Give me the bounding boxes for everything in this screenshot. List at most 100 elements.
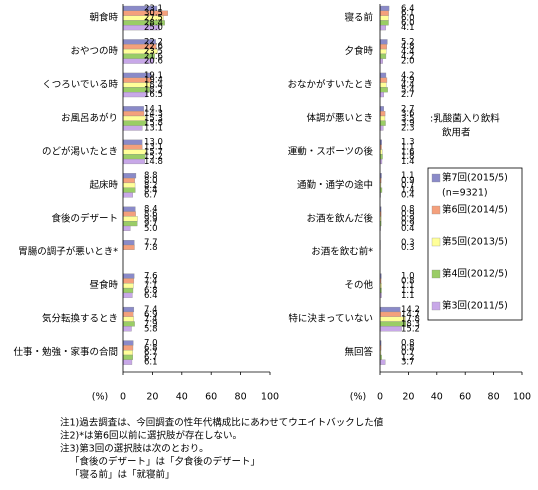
bar <box>379 44 387 50</box>
category-label: 気分転換するとき <box>42 313 118 325</box>
value-label: 7.9 <box>144 319 158 329</box>
legend-swatch <box>431 301 441 311</box>
bar <box>379 115 386 121</box>
value-label: 15.2 <box>401 324 420 334</box>
value-label: 2.3 <box>401 124 415 134</box>
value-label: 5.8 <box>144 324 158 334</box>
bar <box>122 287 134 294</box>
value-label: 3.6 <box>401 109 415 119</box>
value-label: 0.7 <box>401 181 415 191</box>
value-label: 28.4 <box>144 18 163 28</box>
value-label: 0.8 <box>401 343 415 353</box>
bar <box>122 306 135 313</box>
value-label: 6.9 <box>144 310 158 320</box>
value-label: 6.8 <box>144 343 158 353</box>
bar <box>122 154 146 160</box>
value-label: 6.7 <box>144 190 158 200</box>
value-label: 1.1 <box>401 143 415 153</box>
bar <box>122 350 133 356</box>
value-label: 1.6 <box>401 147 415 157</box>
value-label: 4.2 <box>401 52 415 62</box>
legend-title: 飲用者 <box>442 127 471 139</box>
value-label: 3.5 <box>401 114 415 124</box>
note: 注2)*は第6回以前に選択肢が存在しない。 <box>60 430 242 442</box>
bar <box>122 149 147 155</box>
legend-label: 第5回(2013/5) <box>442 236 508 248</box>
value-label: 15.8 <box>144 119 163 129</box>
value-label: 1.4 <box>401 157 415 167</box>
value-label: 7.4 <box>144 276 158 286</box>
bar <box>122 340 134 346</box>
bar <box>122 192 133 198</box>
x-tick-label: 20 <box>402 392 414 403</box>
value-label: 5.0 <box>144 224 158 234</box>
bar <box>379 87 388 93</box>
value-label: 18.4 <box>144 80 163 90</box>
value-label: 25.0 <box>144 23 163 33</box>
category-label: おなかがすいたとき <box>287 78 373 90</box>
legend-swatch <box>431 205 441 215</box>
bar <box>379 111 386 117</box>
category-label: お風呂あがり <box>61 112 118 124</box>
value-label: 6.1 <box>401 9 415 19</box>
value-label: 4.9 <box>401 76 415 86</box>
bar <box>122 125 143 131</box>
bar <box>122 311 134 317</box>
x-tick-label: 60 <box>459 392 471 403</box>
value-label: 1.8 <box>401 152 415 162</box>
value-label: 0.4 <box>401 224 415 234</box>
category-label: 胃腸の調子が悪いとき* <box>18 246 118 258</box>
value-label: 0.3 <box>401 243 415 253</box>
value-label: 1.1 <box>401 171 415 181</box>
bar <box>122 221 138 227</box>
category-label: お酒を飲む前* <box>311 246 373 258</box>
bar <box>379 58 383 64</box>
value-label: 15.2 <box>144 152 163 162</box>
value-label: 6.4 <box>401 4 415 14</box>
value-label: 18.3 <box>401 319 420 329</box>
value-label: 8.0 <box>144 176 158 186</box>
value-label: 16.5 <box>144 90 163 100</box>
value-label: 1.2 <box>401 353 415 363</box>
value-label: 8.2 <box>144 181 158 191</box>
value-label: 5.4 <box>401 85 415 95</box>
value-label: 3.9 <box>401 119 415 129</box>
bar <box>122 115 146 121</box>
x-tick-label: 40 <box>176 392 188 403</box>
legend-label: 第4回(2012/5) <box>442 268 508 280</box>
value-label: 4.1 <box>401 23 415 33</box>
bar <box>122 354 133 360</box>
category-label: 仕事・勉強・家事の合間 <box>13 346 118 358</box>
bar <box>379 306 401 313</box>
value-label: 13.1 <box>144 124 163 134</box>
value-label: 22.2 <box>144 37 163 47</box>
bar <box>122 206 136 212</box>
bar <box>122 345 134 351</box>
category-label: 寝る前 <box>344 12 373 24</box>
value-label: 27.5 <box>144 14 163 24</box>
x-tick-label: 0 <box>120 392 126 403</box>
value-label: 6.7 <box>144 348 158 358</box>
value-label: 14.7 <box>401 310 420 320</box>
legend-label: 第7回(2015/5) <box>442 172 508 184</box>
bar <box>379 77 388 83</box>
legend-swatch <box>431 269 441 279</box>
bar <box>379 48 387 55</box>
bar <box>379 359 386 365</box>
value-label: 8.8 <box>144 171 158 181</box>
value-label: 13.0 <box>144 138 163 148</box>
bar <box>379 120 386 126</box>
value-label: 4.4 <box>401 80 415 90</box>
legend-box <box>427 167 523 321</box>
category-label: 食後のデザート <box>51 212 118 224</box>
bar <box>122 144 143 150</box>
x-tick-label: 0 <box>377 392 383 403</box>
category-label: おやつの時 <box>70 46 118 57</box>
bar <box>379 25 386 31</box>
bar <box>122 240 135 246</box>
value-label: 0.9 <box>401 176 415 186</box>
value-label: 1.3 <box>401 138 415 148</box>
bar <box>122 111 145 117</box>
x-tick-label: 80 <box>488 392 500 403</box>
value-label: 0.3 <box>401 238 415 248</box>
